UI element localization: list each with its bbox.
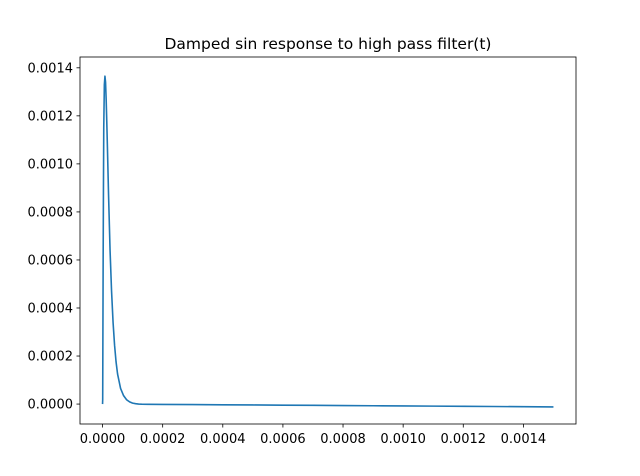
y-tick-label: 0.0006 <box>28 253 74 268</box>
plot-frame <box>79 56 577 425</box>
y-tick-label: 0.0004 <box>28 301 74 316</box>
x-axis: 0.0000 0.0002 0.0004 0.0006 0.0008 0.0010 0.00… <box>80 424 546 447</box>
y-tick-label: 0.0010 <box>28 157 74 172</box>
y-tick-label: 0.0008 <box>28 205 74 220</box>
x-tick-label: 0.0012 <box>441 432 487 447</box>
x-tick-label: 0.0000 <box>80 432 126 447</box>
plot-area <box>80 57 576 424</box>
y-tick-label: 0.0014 <box>28 61 74 76</box>
y-tick-label: 0.0002 <box>28 350 74 365</box>
x-tick-label: 0.0002 <box>140 432 186 447</box>
series-line-0 <box>101 75 554 408</box>
series-layer <box>101 75 554 408</box>
x-tick-label: 0.0006 <box>260 432 306 447</box>
x-tick-label: 0.0010 <box>380 432 426 447</box>
y-tick-label: 0.0012 <box>28 109 74 124</box>
x-tick-label: 0.0014 <box>501 432 547 447</box>
y-axis: 0.0000 0.0002 0.0004 0.0006 0.0008 0.0010 0.00… <box>28 61 80 413</box>
y-tick-label: 0.0000 <box>28 398 74 413</box>
chart-title: Damped sin response to high pass filter(… <box>165 35 492 53</box>
x-tick-label: 0.0004 <box>200 432 246 447</box>
x-tick-label: 0.0008 <box>320 432 366 447</box>
